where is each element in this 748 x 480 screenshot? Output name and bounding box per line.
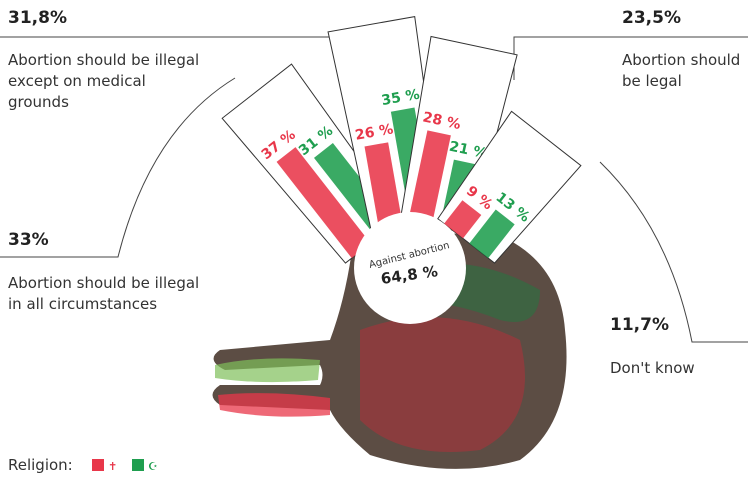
category-label: Abortion should be illegal in all circum… bbox=[8, 274, 200, 313]
bar bbox=[408, 130, 451, 226]
value-label: 21 % bbox=[448, 139, 489, 163]
category-label: Abortion should be legal bbox=[622, 51, 741, 90]
total-label: 11,7% bbox=[610, 315, 669, 335]
legend-label: ☪ bbox=[148, 460, 158, 473]
legend: Religion: ✝ ☪ bbox=[8, 456, 158, 474]
bar bbox=[276, 147, 371, 259]
bar bbox=[469, 209, 515, 259]
legend-label: ✝ bbox=[108, 460, 117, 473]
legend-swatch bbox=[92, 459, 104, 471]
hand-palm bbox=[212, 233, 567, 469]
summary-circle bbox=[354, 212, 466, 324]
value-label: 26 % bbox=[354, 121, 395, 143]
value-label: 28 % bbox=[421, 109, 462, 133]
total-label: 23,5% bbox=[622, 8, 681, 28]
category-label: Abortion should be illegal except on med… bbox=[8, 51, 200, 111]
bar bbox=[444, 200, 482, 239]
leader-line bbox=[0, 36, 381, 48]
leader-line bbox=[0, 77, 236, 258]
total-label: 31,8% bbox=[8, 8, 67, 28]
total-label: 33% bbox=[8, 230, 49, 250]
fingers: 37 %31 % 26 %35 %28 %21 %9 %13 % bbox=[221, 16, 582, 264]
legend-swatch bbox=[132, 459, 144, 471]
value-label: 35 % bbox=[380, 87, 421, 109]
legend-title: Religion: bbox=[8, 456, 73, 474]
bar bbox=[364, 142, 404, 232]
leader-line bbox=[599, 161, 748, 343]
finger: 9 %13 % bbox=[437, 110, 582, 264]
category-label: Don't know bbox=[610, 359, 695, 377]
